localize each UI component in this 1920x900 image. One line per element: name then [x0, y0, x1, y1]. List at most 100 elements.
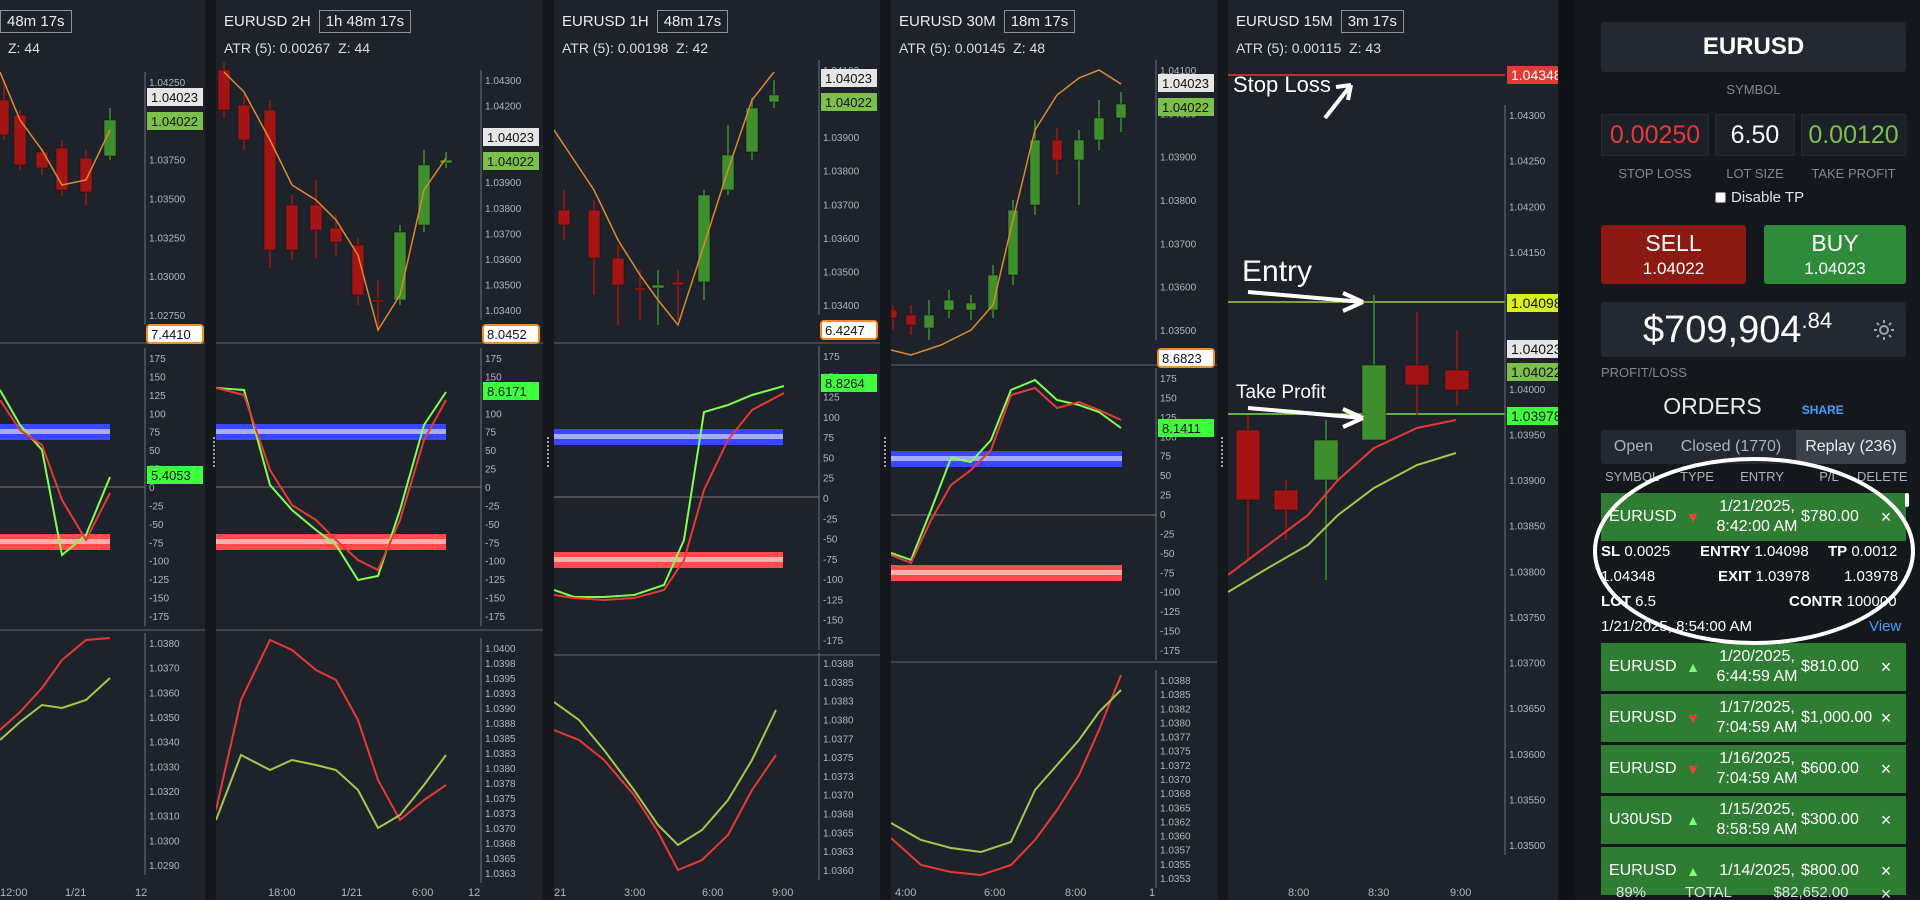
price-axis-tick: 1.03750: [1509, 613, 1546, 624]
symbol-label: SYMBOL: [1726, 82, 1781, 97]
orders-scrollbar[interactable]: [1905, 493, 1909, 507]
lower-axis-tick: 1.0378: [485, 779, 516, 790]
profit-loss-label: PROFIT/LOSS: [1601, 365, 1687, 380]
take-profit-input[interactable]: 0.00120: [1801, 114, 1906, 156]
timeframe-countdown: 18m 17s: [1003, 10, 1076, 33]
close-time: 1/21/2025, 8:54:00 AM: [1601, 618, 1752, 635]
oscillator-axis-tick: -125: [485, 575, 505, 586]
chart-canvas-2h[interactable]: 1.043001.042001.041001.040001.039001.038…: [216, 0, 543, 900]
chart-header-15m: EURUSD 15M 3m 17s: [1236, 8, 1404, 35]
chart-pane-30m[interactable]: 1.041001.040001.039001.038001.037001.036…: [891, 0, 1217, 900]
tab-closed[interactable]: Closed (1770): [1680, 438, 1782, 455]
oscillator-axis-tick: 150: [485, 372, 502, 383]
delete-icon[interactable]: ×: [1880, 860, 1892, 881]
oscillator-axis-tick: 125: [149, 391, 166, 402]
chart-header-30m: EURUSD 30M 18m 17s: [899, 8, 1076, 35]
oscillator-axis-tick: -75: [1160, 568, 1175, 579]
chart-canvas-30m[interactable]: 1.041001.040001.039001.038001.037001.036…: [891, 0, 1217, 900]
lower-axis-tick: 1.0368: [1160, 789, 1191, 800]
price-axis-tick: 1.04000: [1509, 385, 1546, 396]
time-tick: 9:00: [1450, 887, 1471, 899]
take-profit-label: TAKE PROFIT: [1811, 166, 1896, 181]
time-tick: 1/21: [65, 887, 86, 899]
chart-symbol: EURUSD 1H: [562, 13, 649, 30]
oscillator-tag: 8.8264: [825, 376, 865, 391]
share-link[interactable]: SHARE: [1801, 403, 1844, 417]
drag-handle-icon[interactable]: [547, 437, 550, 467]
gear-icon[interactable]: [1872, 318, 1896, 342]
order-row[interactable]: EURUSD ▲ 1/20/2025, 6:44:59 AM $810.00 ×: [1601, 643, 1906, 691]
pane-divider[interactable]: [205, 0, 216, 900]
ask-price-tag: 1.04023: [151, 90, 198, 105]
drag-handle-icon[interactable]: [213, 437, 216, 467]
oscillator-axis-tick: 175: [823, 352, 840, 363]
lower-axis-tick: 1.0355: [1160, 860, 1191, 871]
tab-open[interactable]: Open: [1613, 438, 1654, 455]
delete-icon[interactable]: ×: [1880, 707, 1892, 728]
close-icon[interactable]: ×: [1880, 884, 1892, 900]
tab-replay[interactable]: Replay (236): [1796, 430, 1906, 464]
atr-value: ATR (5): 0.00115: [1236, 40, 1342, 56]
view-link[interactable]: View: [1869, 618, 1902, 635]
chart-pane-15m[interactable]: 1.043001.042501.042001.041501.041001.040…: [1228, 0, 1558, 900]
win-rate: 89%: [1615, 884, 1647, 900]
time-tick: 12:00: [0, 887, 28, 899]
col-entry: ENTRY: [1740, 469, 1784, 484]
delete-icon[interactable]: ×: [1880, 506, 1892, 527]
price-axis-tick: 1.03700: [1160, 239, 1197, 250]
buy-button[interactable]: BUY 1.04023: [1764, 225, 1906, 284]
chart-canvas-15m[interactable]: 1.043001.042501.042001.041501.041001.040…: [1228, 0, 1558, 900]
chart-canvas-1h[interactable]: 1.041001.040001.039001.038001.037001.036…: [554, 0, 880, 900]
order-symbol: EURUSD: [1609, 658, 1677, 675]
pane-divider[interactable]: [543, 0, 554, 900]
pane-divider[interactable]: [1217, 0, 1228, 900]
order-row[interactable]: U30USD ▲ 1/15/2025, 8:58:59 AM $300.00 ×: [1601, 796, 1906, 844]
delete-icon[interactable]: ×: [1880, 758, 1892, 779]
oscillator-axis-tick: -50: [1160, 549, 1175, 560]
chart-pane-1[interactable]: 1.042501.040001.037501.035001.032501.030…: [0, 0, 205, 900]
order-row[interactable]: EURUSD ▼ 1/17/2025, 7:04:59 AM $1,000.00 ×: [1601, 694, 1906, 742]
sell-button[interactable]: SELL 1.04022: [1601, 225, 1746, 284]
order-row[interactable]: EURUSD ▲ 1/14/2025, $800.00 ×: [1601, 847, 1906, 895]
order-row[interactable]: EURUSD ▼ 1/21/2025, 8:42:00 AM $780.00 ×: [1601, 493, 1906, 541]
drag-handle-icon[interactable]: [884, 437, 887, 467]
chart-pane-1h[interactable]: 1.041001.040001.039001.038001.037001.036…: [554, 0, 880, 900]
candle: [1273, 489, 1299, 511]
candle: [1235, 429, 1261, 501]
price-axis-tick: 1.03500: [485, 280, 522, 291]
stop-loss-input[interactable]: 0.00250: [1601, 114, 1709, 156]
chart-canvas-1[interactable]: 1.042501.040001.037501.035001.032501.030…: [0, 0, 205, 900]
oscillator-axis-tick: 50: [823, 453, 835, 464]
disable-tp-checkbox[interactable]: Disable TP: [1715, 189, 1804, 206]
lower-axis-tick: 1.0383: [485, 749, 516, 760]
price-axis-tick: 1.03500: [823, 267, 860, 278]
order-entry-time: 1/14/2025,: [1713, 861, 1801, 881]
oscillator-axis-tick: -150: [149, 594, 169, 605]
buy-arrow-icon: ▲: [1686, 863, 1700, 879]
oscillator-slow-line: [891, 386, 1122, 565]
symbol-selector[interactable]: EURUSD: [1601, 22, 1906, 72]
candle: [1051, 139, 1063, 161]
delete-icon[interactable]: ×: [1880, 656, 1892, 677]
order-entry-time: 1/15/2025, 8:58:59 AM: [1713, 800, 1801, 840]
oscillator-axis-tick: 175: [1160, 374, 1177, 385]
chart-pane-2h[interactable]: 1.043001.042001.041001.040001.039001.038…: [216, 0, 543, 900]
lower-axis-tick: 1.0330: [149, 762, 180, 773]
ask-price-tag-bg: [483, 128, 539, 146]
z-score: Z: 44: [8, 40, 40, 56]
order-row[interactable]: EURUSD ▼ 1/16/2025, 7:04:59 AM $600.00 ×: [1601, 745, 1906, 793]
delete-icon[interactable]: ×: [1880, 809, 1892, 830]
drag-handle-icon[interactable]: [1221, 437, 1224, 467]
checkbox-icon[interactable]: [1715, 192, 1726, 203]
lower-axis-tick: 1.0290: [149, 861, 180, 872]
take-profit-annotation: Take Profit: [1236, 382, 1326, 403]
pane-divider[interactable]: [880, 0, 891, 900]
lower-axis-tick: 1.0310: [149, 812, 180, 823]
order-date: 1/14/2025,: [1719, 862, 1795, 879]
lower-axis-tick: 1.0360: [149, 688, 180, 699]
price-axis-tick: 1.03650: [1509, 704, 1546, 715]
oscillator-value-tag: 7.4410: [151, 327, 191, 342]
lower-axis-tick: 1.0383: [823, 697, 854, 708]
lower-axis-tick: 1.0373: [485, 809, 516, 820]
lot-size-input[interactable]: 6.50: [1715, 114, 1795, 156]
